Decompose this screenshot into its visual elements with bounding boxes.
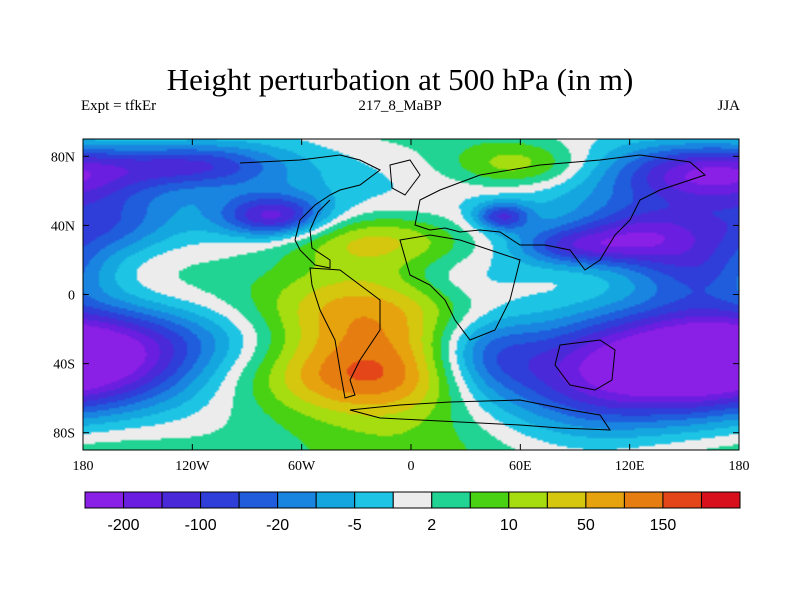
colorbar-swatch — [469, 491, 510, 509]
colorbar-label: -200 — [108, 517, 140, 534]
colorbar-swatch — [161, 491, 202, 509]
colorbar-label: 50 — [577, 517, 595, 534]
colorbar-swatch — [508, 491, 548, 509]
y-tick-label: 0 — [68, 289, 75, 304]
y-tick-label: 80S — [53, 427, 75, 442]
colorbar-swatch — [392, 491, 433, 509]
colorbar-label: 10 — [500, 517, 518, 534]
x-tick-label: 60W — [288, 459, 316, 474]
colorbar-label: 150 — [650, 517, 677, 534]
coastline-greenland — [389, 159, 421, 196]
x-tick-label: 180 — [729, 459, 750, 474]
y-tick-label: 40N — [51, 219, 75, 234]
y-axis: 80N 40N 0 40S 80S — [51, 150, 739, 442]
chart-title: Height perturbation at 500 hPa (in m) — [166, 62, 634, 97]
colorbar-swatch — [431, 491, 471, 509]
x-tick-label: 120E — [615, 459, 645, 474]
coastline-eurasia — [414, 154, 706, 271]
x-tick-label: 120W — [175, 459, 210, 474]
colorbar-label: -20 — [266, 517, 289, 534]
colorbar-swatch — [84, 491, 125, 509]
coastline-south-america — [309, 267, 381, 399]
colorbar-swatch — [662, 491, 702, 509]
coastline-north-america — [239, 154, 381, 269]
colorbar-swatch — [354, 491, 394, 509]
y-tick-label: 40S — [53, 358, 75, 373]
height-field-raster — [83, 139, 739, 450]
colorbar-swatch — [238, 491, 279, 509]
colorbar-swatch — [585, 491, 625, 509]
x-tick-label: 180 — [73, 459, 94, 474]
x-tick-label: 0 — [408, 459, 415, 474]
colorbar-swatch — [277, 491, 317, 509]
colorbar-swatch — [200, 491, 240, 509]
colorbar-label: -5 — [348, 517, 362, 534]
y-tick-label: 80N — [51, 150, 75, 165]
colorbar-swatch — [546, 491, 587, 509]
colorbar-label: -100 — [185, 517, 217, 534]
colorbar: -200 -100 -20 -5 2 10 50 150 — [84, 491, 741, 534]
coastline-australia — [554, 339, 616, 391]
colorbar-label: 2 — [427, 517, 436, 534]
coastline-africa — [399, 234, 521, 341]
colorbar-swatch — [700, 491, 741, 509]
x-axis: 180 120W 60W 0 60E 120E 180 — [73, 139, 750, 474]
coastlines — [239, 154, 706, 431]
colorbar-swatch — [315, 491, 356, 509]
x-tick-label: 60E — [509, 459, 532, 474]
colorbar-swatch — [623, 491, 664, 509]
height-field — [83, 139, 739, 450]
coastline-antarctica — [349, 399, 611, 431]
season-label: JJA — [717, 98, 740, 114]
experiment-label: Expt = tfkEr — [81, 98, 157, 114]
colorbar-swatch — [123, 491, 163, 509]
case-label: 217_8_MaBP — [358, 98, 442, 114]
